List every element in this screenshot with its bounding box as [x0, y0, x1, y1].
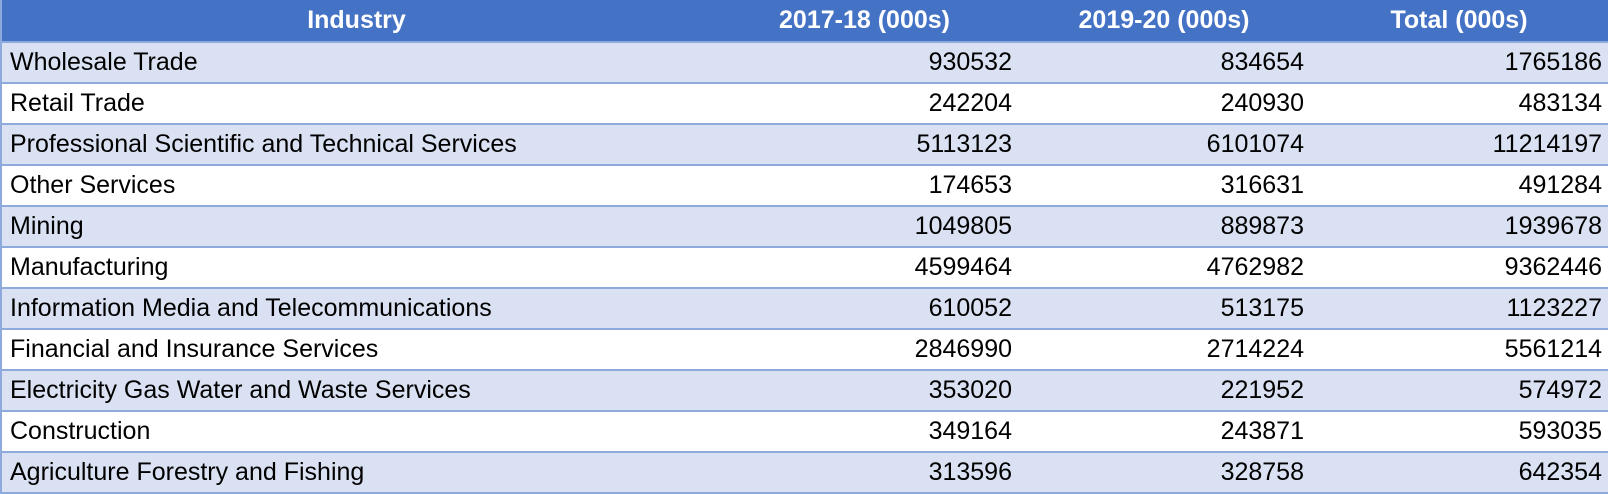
cell-2017-18[interactable]: 4599464: [711, 247, 1018, 289]
cell-total[interactable]: 491284: [1310, 165, 1608, 207]
cell-industry[interactable]: Mining: [0, 206, 711, 248]
table-row: Electricity Gas Water and Waste Services…: [0, 370, 1608, 412]
table-row: Agriculture Forestry and Fishing 313596 32…: [0, 452, 1608, 494]
column-header-2019-20[interactable]: 2019-20 (000s): [1018, 0, 1310, 43]
cell-total[interactable]: 593035: [1310, 411, 1608, 453]
cell-total[interactable]: 574972: [1310, 370, 1608, 412]
cell-total[interactable]: 483134: [1310, 83, 1608, 125]
cell-industry[interactable]: Wholesale Trade: [0, 42, 711, 84]
cell-industry[interactable]: Retail Trade: [0, 83, 711, 125]
header-row: Industry 2017-18 (000s) 2019-20 (000s) T…: [0, 0, 1608, 43]
cell-2017-18[interactable]: 2846990: [711, 329, 1018, 371]
cell-industry[interactable]: Electricity Gas Water and Waste Services: [0, 370, 711, 412]
table-row: Other Services 174653 316631 491284: [0, 165, 1608, 207]
cell-2017-18[interactable]: 313596: [711, 452, 1018, 494]
table-row: Manufacturing 4599464 4762982 9362446: [0, 247, 1608, 289]
cell-total[interactable]: 642354: [1310, 452, 1608, 494]
table-row: Mining 1049805 889873 1939678: [0, 206, 1608, 248]
cell-industry[interactable]: Financial and Insurance Services: [0, 329, 711, 371]
cell-2019-20[interactable]: 2714224: [1018, 329, 1310, 371]
cell-2019-20[interactable]: 221952: [1018, 370, 1310, 412]
cell-2017-18[interactable]: 242204: [711, 83, 1018, 125]
column-header-industry[interactable]: Industry: [0, 0, 711, 43]
table-row: Information Media and Telecommunications…: [0, 288, 1608, 330]
cell-2019-20[interactable]: 316631: [1018, 165, 1310, 207]
cell-industry[interactable]: Information Media and Telecommunications: [0, 288, 711, 330]
table-row: Wholesale Trade 930532 834654 1765186: [0, 42, 1608, 84]
cell-2017-18[interactable]: 349164: [711, 411, 1018, 453]
cell-2019-20[interactable]: 240930: [1018, 83, 1310, 125]
cell-2017-18[interactable]: 5113123: [711, 124, 1018, 166]
cell-total[interactable]: 9362446: [1310, 247, 1608, 289]
table-row: Retail Trade 242204 240930 483134: [0, 83, 1608, 125]
cell-2019-20[interactable]: 513175: [1018, 288, 1310, 330]
cell-total[interactable]: 1123227: [1310, 288, 1608, 330]
column-header-2017-18[interactable]: 2017-18 (000s): [711, 0, 1018, 43]
cell-2019-20[interactable]: 4762982: [1018, 247, 1310, 289]
cell-2017-18[interactable]: 610052: [711, 288, 1018, 330]
table-body: Wholesale Trade 930532 834654 1765186 Retail…: [0, 42, 1608, 494]
cell-industry[interactable]: Manufacturing: [0, 247, 711, 289]
cell-industry[interactable]: Construction: [0, 411, 711, 453]
table-row: Financial and Insurance Services 2846990 2…: [0, 329, 1608, 371]
table-row: Professional Scientific and Technical Se…: [0, 124, 1608, 166]
cell-total[interactable]: 5561214: [1310, 329, 1608, 371]
cell-2019-20[interactable]: 834654: [1018, 42, 1310, 84]
cell-2019-20[interactable]: 243871: [1018, 411, 1310, 453]
cell-total[interactable]: 1765186: [1310, 42, 1608, 84]
cell-industry[interactable]: Other Services: [0, 165, 711, 207]
cell-total[interactable]: 1939678: [1310, 206, 1608, 248]
cell-2019-20[interactable]: 6101074: [1018, 124, 1310, 166]
column-header-total[interactable]: Total (000s): [1310, 0, 1608, 43]
cell-2017-18[interactable]: 930532: [711, 42, 1018, 84]
table-row: Construction 349164 243871 593035: [0, 411, 1608, 453]
cell-2017-18[interactable]: 353020: [711, 370, 1018, 412]
cell-2017-18[interactable]: 1049805: [711, 206, 1018, 248]
cell-2017-18[interactable]: 174653: [711, 165, 1018, 207]
cell-2019-20[interactable]: 328758: [1018, 452, 1310, 494]
cell-total[interactable]: 11214197: [1310, 124, 1608, 166]
cell-industry[interactable]: Agriculture Forestry and Fishing: [0, 452, 711, 494]
cell-industry[interactable]: Professional Scientific and Technical Se…: [0, 124, 711, 166]
cell-2019-20[interactable]: 889873: [1018, 206, 1310, 248]
